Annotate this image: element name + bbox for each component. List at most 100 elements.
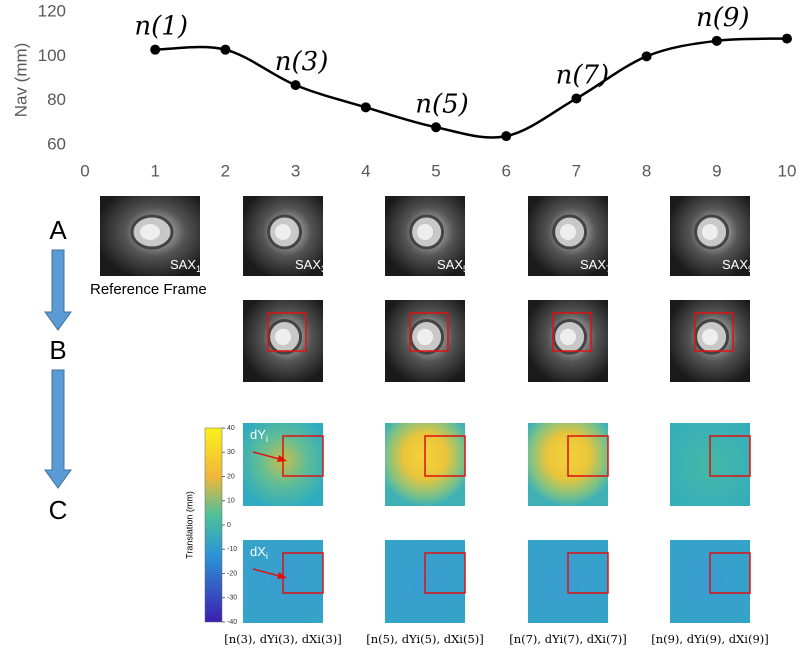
cavity [560, 328, 576, 346]
point [220, 44, 231, 55]
roi-box [282, 552, 324, 594]
frame-image [670, 196, 750, 276]
roi-box [567, 435, 609, 477]
caption: [n(5), dYi(5), dXi(5)] [366, 632, 484, 646]
colorbar-tick-label: -30 [227, 595, 237, 602]
point [782, 33, 792, 44]
cavity [417, 224, 433, 240]
frame-image [528, 196, 608, 276]
frame-label-sub: 9 [748, 264, 753, 274]
x-tick-label: 0 [80, 161, 89, 180]
x-tick-label: 4 [361, 161, 370, 180]
roi-box [424, 552, 466, 594]
frame-label-text: SAX [580, 257, 606, 272]
x-tick-label: 9 [712, 161, 721, 180]
cavity [702, 328, 718, 346]
y-tick-label: 100 [38, 46, 66, 65]
arrows [44, 249, 72, 489]
frame-label-sub: 1 [196, 264, 201, 274]
point [711, 35, 722, 46]
x-tick-label: 2 [221, 161, 230, 180]
cavity [275, 328, 291, 346]
frame-label-text: SAX [295, 257, 321, 272]
roi-box [694, 312, 734, 352]
cavity [417, 328, 433, 346]
roi-box [267, 312, 307, 352]
frame-image [100, 196, 200, 276]
point [290, 80, 301, 91]
frame-label: SAX7 [580, 257, 611, 274]
cavity [140, 224, 160, 240]
reference-label: Reference Frame [90, 281, 207, 298]
roi-box [552, 312, 592, 352]
point [431, 122, 441, 133]
point [571, 93, 582, 104]
x-tick-label: 8 [642, 161, 651, 180]
y-tick-label: 60 [47, 134, 66, 153]
caption: [n(7), dYi(7), dXi(7)] [509, 632, 627, 646]
roi-box [409, 312, 449, 352]
cavity [702, 224, 718, 240]
frame-image [243, 196, 323, 276]
y-axis-label: Nav (mm) [11, 43, 30, 118]
colorbar-tick-label: 0 [227, 522, 231, 529]
roi-box [567, 552, 609, 594]
colorbar-tick-label: 30 [227, 449, 235, 456]
frame-label: SAX3 [295, 257, 326, 274]
x-tick-label: 1 [150, 161, 159, 180]
point-label: n(9) [696, 3, 750, 33]
caption: [n(3), dYi(3), dXi(3)] [224, 632, 342, 646]
point-label: n(5) [415, 89, 469, 119]
point-label: n(3) [275, 47, 329, 77]
frame-label: SAX1 [170, 257, 201, 274]
x-tick-label: 3 [291, 161, 300, 180]
field-label-sub: i [266, 551, 268, 561]
point [641, 51, 652, 62]
line [155, 37, 788, 139]
x-tick-label: 6 [501, 161, 510, 180]
field-label: dXi [250, 544, 268, 561]
point [501, 131, 512, 142]
frame-label-text: SAX [722, 257, 748, 272]
colorbar [204, 427, 223, 623]
colorbar-tick-label: 10 [227, 498, 235, 505]
frame-label: SAX9 [722, 257, 753, 274]
roi-box [282, 435, 324, 477]
frame-label-sub: 3 [321, 264, 326, 274]
point [360, 102, 371, 113]
cavity [560, 224, 576, 240]
colorbar-tick-label: -40 [227, 619, 237, 626]
roi-box [424, 435, 466, 477]
roi-box [709, 435, 751, 477]
frame-image [385, 196, 465, 276]
colorbar-tick-label: -10 [227, 546, 237, 553]
x-tick-label: 5 [431, 161, 440, 180]
pointer-head [277, 572, 287, 579]
point-label: n(7) [556, 60, 610, 90]
frame-label: SAX5 [437, 257, 468, 274]
colorbar-tick-label: -20 [227, 570, 237, 577]
caption: [n(9), dYi(9), dXi(9)] [651, 632, 769, 646]
y-tick-label: 120 [38, 1, 66, 20]
colorbar-tick-label: 20 [227, 473, 235, 480]
point-label: n(1) [134, 12, 188, 42]
pointer-head [277, 455, 287, 462]
step-letter: A [49, 215, 67, 245]
frame-label-sub: 7 [606, 264, 611, 274]
x-tick-label: 7 [572, 161, 581, 180]
x-tick-label: 10 [778, 161, 797, 180]
field-label-text: dX [250, 544, 266, 559]
field-label-sub: i [266, 434, 268, 444]
roi-box [709, 552, 751, 594]
colorbar-tick-label: 40 [227, 425, 235, 432]
colorbar-label: Translation (mm) [184, 491, 194, 559]
cropped-image [385, 300, 465, 382]
point [150, 44, 161, 55]
field-label: dYi [250, 427, 268, 444]
frame-label-text: SAX [170, 257, 196, 272]
step-letter: C [49, 495, 68, 525]
cavity [275, 224, 291, 240]
cropped-image [528, 300, 608, 382]
field-label-text: dY [250, 427, 266, 442]
